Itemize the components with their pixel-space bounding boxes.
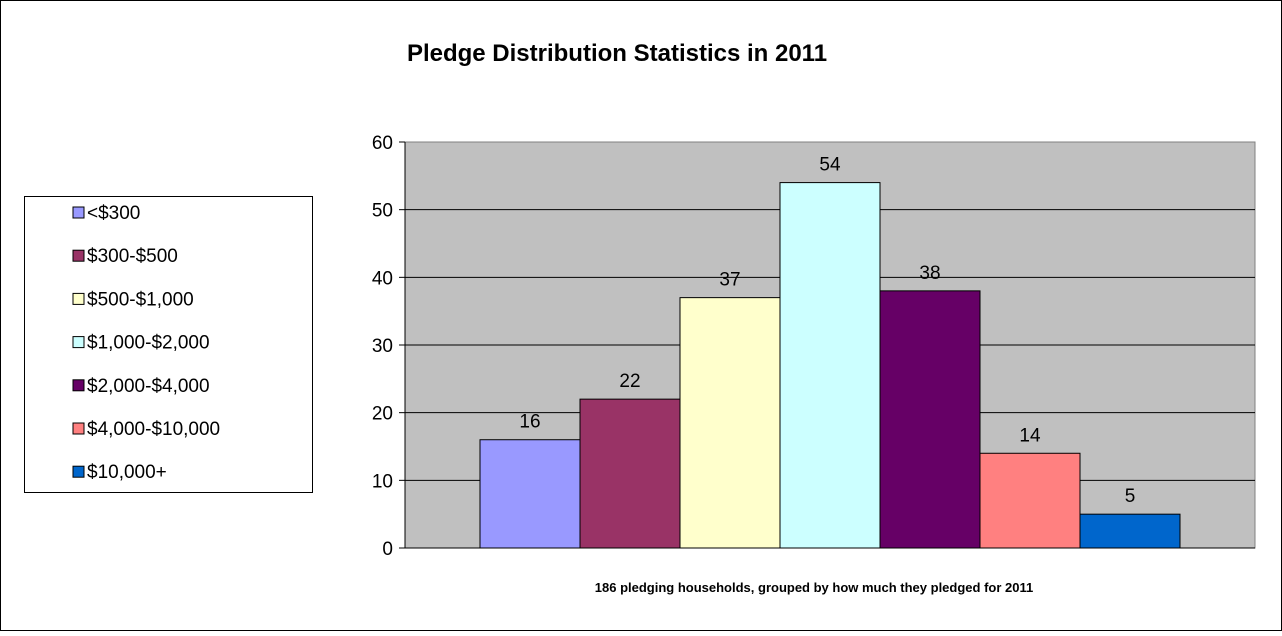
legend-swatch (72, 379, 85, 392)
chart-title: Pledge Distribution Statistics in 2011 (407, 40, 827, 67)
legend-label: <$300 (87, 203, 140, 224)
data-labels: 16 22 37 54 38 14 5 (519, 155, 1135, 508)
y-tick-label: 30 (372, 336, 393, 357)
bar (1079, 513, 1181, 549)
bar (479, 439, 581, 549)
bar (679, 297, 781, 549)
bar (879, 290, 981, 549)
legend-label: $2,000-$4,000 (87, 376, 210, 397)
legend-swatch (72, 336, 85, 349)
data-label: 16 (519, 412, 540, 433)
legend-label: $500-$1,000 (87, 289, 194, 310)
bar (579, 398, 681, 549)
y-axis-ticks: 0 10 20 30 40 50 60 (372, 133, 405, 560)
legend-swatch (72, 292, 85, 305)
y-tick-label: 50 (372, 201, 393, 222)
legend-label: $10,000+ (87, 462, 167, 483)
y-tick-label: 20 (372, 404, 393, 425)
data-label: 37 (719, 270, 740, 291)
data-label: 14 (1019, 425, 1041, 446)
legend: <$300 $300-$500 $500-$1,000 $1,000-$2,000 $2… (72, 203, 220, 483)
legend-swatch (72, 206, 85, 219)
data-label: 38 (919, 263, 940, 284)
bar (979, 452, 1081, 549)
legend-swatch (72, 249, 85, 262)
legend-label: $300-$500 (87, 246, 178, 267)
bar (779, 182, 881, 549)
y-tick-label: 60 (372, 133, 393, 154)
data-label: 54 (819, 155, 841, 176)
legend-label: $1,000-$2,000 (87, 333, 210, 354)
y-tick-label: 40 (372, 268, 393, 289)
legend-swatch (72, 465, 85, 478)
legend-swatch (72, 422, 85, 435)
data-label: 22 (619, 371, 640, 392)
data-label: 5 (1125, 486, 1136, 507)
legend-label: $4,000-$10,000 (87, 419, 220, 440)
x-axis-label: 186 pledging households, grouped by how … (595, 580, 1033, 595)
bars (479, 182, 1181, 549)
y-tick-label: 10 (372, 471, 393, 492)
y-tick-label: 0 (382, 539, 393, 560)
